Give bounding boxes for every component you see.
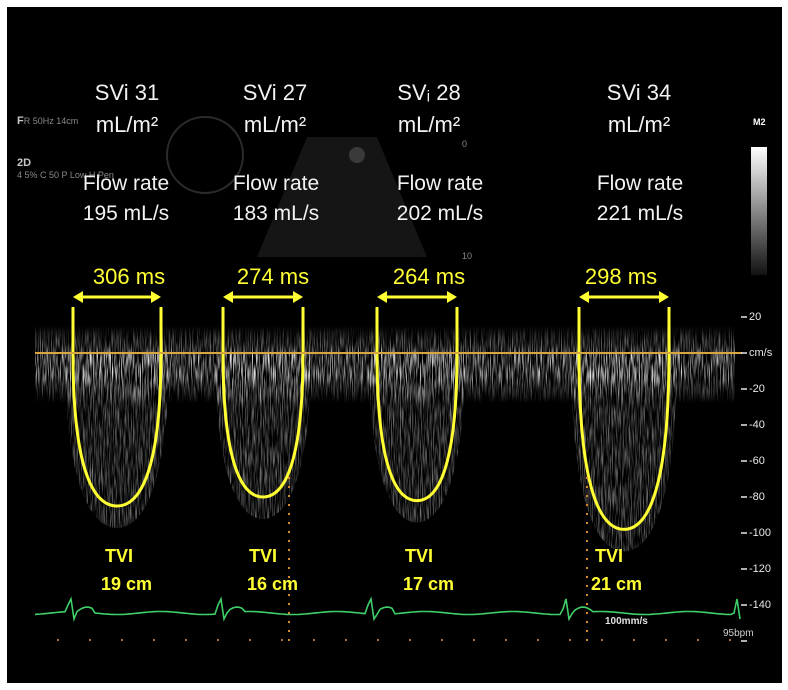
time-dot [505, 639, 507, 641]
tvi-traces [71, 291, 671, 531]
time-dot [217, 639, 219, 641]
velocity-scale-ticks [741, 316, 747, 642]
time-dot [153, 639, 155, 641]
sector-ghost [257, 137, 427, 257]
time-dot [377, 639, 379, 641]
time-dot [697, 639, 699, 641]
beat1-flow-value: 195 mL/s [82, 202, 170, 225]
beat2-flow-value: 183 mL/s [232, 202, 320, 225]
depth-mark-10: 10 [462, 251, 473, 261]
duration-arrowhead-3-1 [377, 291, 387, 303]
scale-tick-minus40: -40 [749, 419, 765, 431]
scale-tick-minus20: -20 [749, 383, 765, 395]
spectral-envelope-1 [65, 353, 169, 528]
beat2-tvi-label: TVI [249, 546, 278, 566]
time-dot [441, 639, 443, 641]
tvi-trace-3 [375, 307, 459, 503]
doppler-image: FR 50Hz 14cm 2D 4 5% C 50 P Low H Pen 0 1… [7, 7, 782, 683]
time-dot [665, 639, 667, 641]
duration-arrowhead-2-1 [223, 291, 233, 303]
tvi-trace-2 [221, 307, 305, 499]
beat4-tvi-value: 21 cm [591, 574, 643, 594]
time-dot [121, 639, 123, 641]
beat1-duration: 306 ms [92, 264, 166, 289]
heart-rate: 95bpm [723, 628, 754, 639]
duration-arrowhead-4-2 [659, 291, 669, 303]
time-dot [57, 639, 59, 641]
beat3-svi-unit: mL/m² [397, 112, 461, 137]
beat1-svi: SVi 31 [94, 80, 160, 105]
time-dot [537, 639, 539, 641]
duration-arrowhead-1-1 [73, 291, 83, 303]
time-dot [89, 639, 91, 641]
beat2-svi: SVi 27 [242, 80, 308, 105]
beat3-flow-value: 202 mL/s [396, 202, 484, 225]
sweep-speed: 100mm/s [605, 616, 648, 627]
beat2-tvi-value: 16 cm [247, 574, 299, 594]
time-dot [601, 639, 603, 641]
scale-unit: cm/s [749, 347, 773, 359]
time-dot [409, 639, 411, 641]
scale-tick-minus140: -140 [749, 599, 772, 611]
scale-tick-minus100: -100 [749, 527, 772, 539]
time-dot [281, 639, 283, 641]
scale-tick-minus80: -80 [749, 491, 765, 503]
tvi-trace-4 [577, 307, 671, 531]
sector-ghost-dot [349, 147, 365, 163]
scale-tick-minus60: -60 [749, 455, 765, 467]
time-dot [633, 639, 635, 641]
side-key-f: FR 50Hz 14cm [17, 115, 79, 127]
grey-colorbar [751, 147, 767, 275]
beat4-flow-label: Flow rate [596, 172, 684, 195]
time-dot [345, 639, 347, 641]
duration-arrowhead-1-2 [151, 291, 161, 303]
beat2-duration: 274 ms [236, 264, 310, 289]
time-dot [473, 639, 475, 641]
beat3-tvi-value: 17 cm [403, 574, 455, 594]
depth-mark-0: 0 [462, 139, 468, 149]
time-dot [185, 639, 187, 641]
spectral-envelope-4 [571, 353, 677, 552]
beat4-flow-value: 221 mL/s [596, 202, 684, 225]
duration-arrowhead-3-2 [447, 291, 457, 303]
colorbar-label: M2 [753, 117, 766, 127]
time-dot [569, 639, 571, 641]
tvi-trace-1 [71, 307, 163, 508]
beat3-duration: 264 ms [392, 264, 466, 289]
duration-arrowhead-2-2 [293, 291, 303, 303]
doppler-spectrum [34, 116, 767, 647]
probe-ghost-circle [166, 116, 244, 194]
time-dot [729, 639, 731, 641]
beat3-flow-label: Flow rate [396, 172, 484, 195]
beat1-tvi-value: 19 cm [101, 574, 153, 594]
duration-arrowhead-4-1 [579, 291, 589, 303]
ecg-trace [34, 596, 741, 623]
beat4-duration: 298 ms [584, 264, 658, 289]
beat3-tvi-label: TVI [405, 546, 434, 566]
beat3-svi: SVᵢ 28 [397, 80, 461, 105]
beat2-flow-label: Flow rate [232, 172, 320, 195]
beat1-flow-label: Flow rate [82, 172, 170, 195]
beat4-svi-unit: mL/m² [607, 112, 671, 137]
scale-tick-20: 20 [749, 311, 762, 323]
beat1-svi-unit: mL/m² [95, 112, 159, 137]
beat2-svi-unit: mL/m² [243, 112, 307, 137]
scale-tick-minus120: -120 [749, 563, 772, 575]
timing-marks [57, 477, 731, 647]
time-dot [249, 639, 251, 641]
side-key-2d: 2D 4 5% C 50 P Low H Pen [17, 157, 114, 180]
beat4-svi: SVi 34 [606, 80, 672, 105]
beat4-tvi-label: TVI [595, 546, 624, 566]
time-dot [313, 639, 315, 641]
beat1-tvi-label: TVI [105, 546, 134, 566]
